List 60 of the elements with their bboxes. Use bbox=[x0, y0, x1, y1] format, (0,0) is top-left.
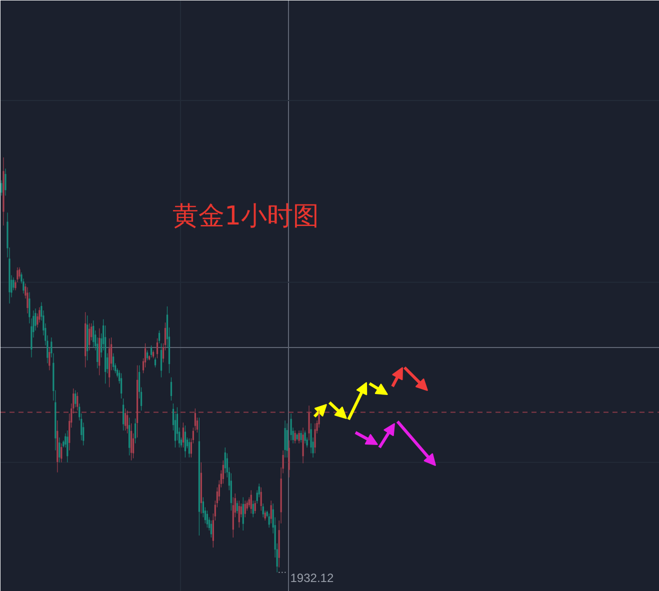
candlestick bbox=[188, 438, 190, 458]
candlestick bbox=[262, 503, 264, 518]
candlestick bbox=[134, 418, 136, 444]
candlestick bbox=[288, 440, 290, 478]
candlestick bbox=[128, 417, 130, 456]
candlestick bbox=[268, 513, 270, 528]
candlestick bbox=[26, 286, 28, 314]
candlestick bbox=[154, 357, 156, 368]
candlestick bbox=[0, 180, 2, 196]
candlestick bbox=[244, 500, 246, 518]
candlestick bbox=[58, 437, 60, 463]
candlestick bbox=[264, 510, 266, 521]
candlestick bbox=[60, 443, 62, 463]
candlestick bbox=[224, 447, 226, 474]
candlestick bbox=[112, 352, 114, 371]
candlestick bbox=[298, 430, 300, 444]
candlestick bbox=[308, 405, 310, 441]
candlestick bbox=[48, 347, 50, 371]
candlestick bbox=[284, 420, 286, 458]
candlestick bbox=[74, 390, 76, 408]
candlestick bbox=[92, 320, 94, 348]
candlestick bbox=[254, 500, 256, 514]
candlestick bbox=[304, 430, 306, 444]
candlestick bbox=[286, 423, 288, 458]
candlestick bbox=[146, 350, 148, 361]
candlestick bbox=[242, 496, 244, 531]
candlestick bbox=[120, 372, 122, 399]
candlestick bbox=[236, 500, 238, 514]
candlestick bbox=[184, 425, 186, 458]
candlestick bbox=[290, 413, 292, 441]
candlestick bbox=[4, 168, 6, 196]
candlestick bbox=[156, 338, 158, 359]
candlestick bbox=[122, 398, 124, 431]
candlestick bbox=[238, 500, 240, 528]
candlestick bbox=[182, 422, 184, 448]
candlestick bbox=[160, 343, 162, 378]
candlestick bbox=[210, 520, 212, 538]
candlestick bbox=[294, 430, 296, 444]
candlestick bbox=[158, 330, 160, 344]
annotation: 1932.12 bbox=[290, 570, 334, 585]
candlestick bbox=[252, 500, 254, 518]
candlestick bbox=[88, 323, 90, 351]
candlestick bbox=[124, 408, 126, 431]
candlestick bbox=[250, 490, 252, 514]
text: 黄金1小时图 bbox=[172, 202, 320, 232]
candlestick bbox=[260, 487, 262, 511]
candlestick bbox=[300, 430, 302, 443]
candlestick bbox=[18, 267, 20, 279]
candlestick bbox=[76, 392, 78, 411]
candlestick bbox=[206, 510, 208, 528]
candlestick bbox=[310, 423, 312, 454]
candlestick bbox=[222, 460, 224, 484]
candlestick bbox=[66, 430, 68, 463]
candlestick bbox=[170, 377, 172, 401]
candlestick bbox=[130, 423, 132, 461]
candlestick bbox=[314, 423, 316, 454]
candlestick bbox=[150, 345, 152, 358]
candlestick bbox=[270, 500, 272, 524]
candlestick bbox=[126, 410, 128, 434]
candlestick bbox=[302, 427, 304, 464]
